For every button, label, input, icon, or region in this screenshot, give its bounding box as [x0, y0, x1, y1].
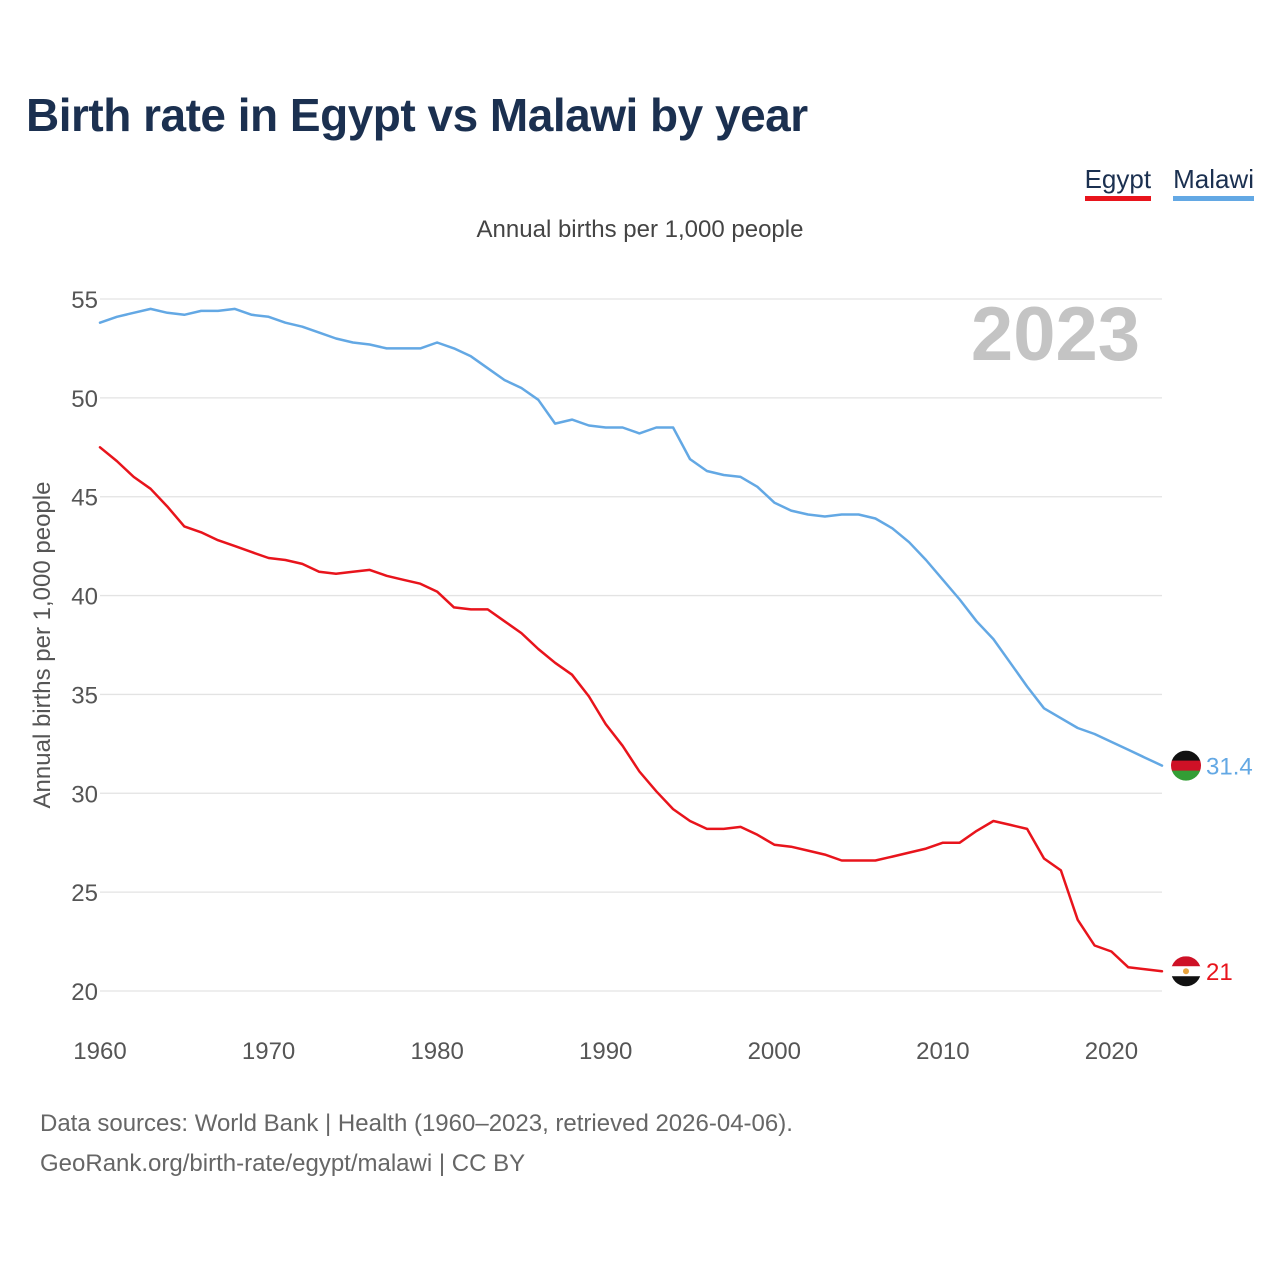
- x-tick-label-1970: 1970: [242, 1038, 295, 1065]
- x-tick-label-2010: 2010: [916, 1038, 969, 1065]
- x-tick-label-2000: 2000: [748, 1038, 801, 1065]
- year-badge: 2023: [971, 292, 1140, 377]
- y-axis-label: Annual births per 1,000 people: [29, 482, 56, 809]
- y-tick-label-25: 25: [71, 880, 98, 907]
- x-tick-label-1960: 1960: [73, 1038, 126, 1065]
- legend-item-egypt[interactable]: Egypt: [1084, 164, 1152, 201]
- data-source-note: Data sources: World Bank | Health (1960–…: [40, 1110, 793, 1137]
- y-tick-label-20: 20: [71, 979, 98, 1006]
- end-label-egypt: 21: [1206, 959, 1233, 986]
- x-tick-label-1990: 1990: [579, 1038, 632, 1065]
- x-tick-label-2020: 2020: [1085, 1038, 1138, 1065]
- y-tick-label-35: 35: [71, 682, 98, 709]
- footer: Data sources: World Bank | Health (1960–…: [40, 1104, 793, 1184]
- chart-title: Birth rate in Egypt vs Malawi by year: [26, 89, 808, 141]
- legend-item-malawi[interactable]: Malawi: [1173, 164, 1254, 201]
- y-tick-label-30: 30: [71, 781, 98, 808]
- source-url[interactable]: GeoRank.org/birth-rate/egypt/malawi | CC…: [40, 1150, 526, 1177]
- y-tick-label-50: 50: [71, 386, 98, 413]
- x-tick-label-1980: 1980: [410, 1038, 463, 1065]
- y-tick-label-40: 40: [71, 584, 98, 611]
- series-line-egypt: [98, 446, 1164, 973]
- malawi-flag-icon: [1171, 750, 1201, 781]
- legend: Egypt Malawi: [1084, 164, 1254, 201]
- chart-subtitle: Annual births per 1,000 people: [476, 216, 804, 243]
- end-label-malawi: 31.4: [1206, 754, 1253, 781]
- series-line-malawi: [98, 307, 1164, 767]
- egypt-flag-icon: [1171, 956, 1201, 987]
- y-tick-label-45: 45: [71, 485, 98, 512]
- y-tick-label-55: 55: [71, 287, 98, 314]
